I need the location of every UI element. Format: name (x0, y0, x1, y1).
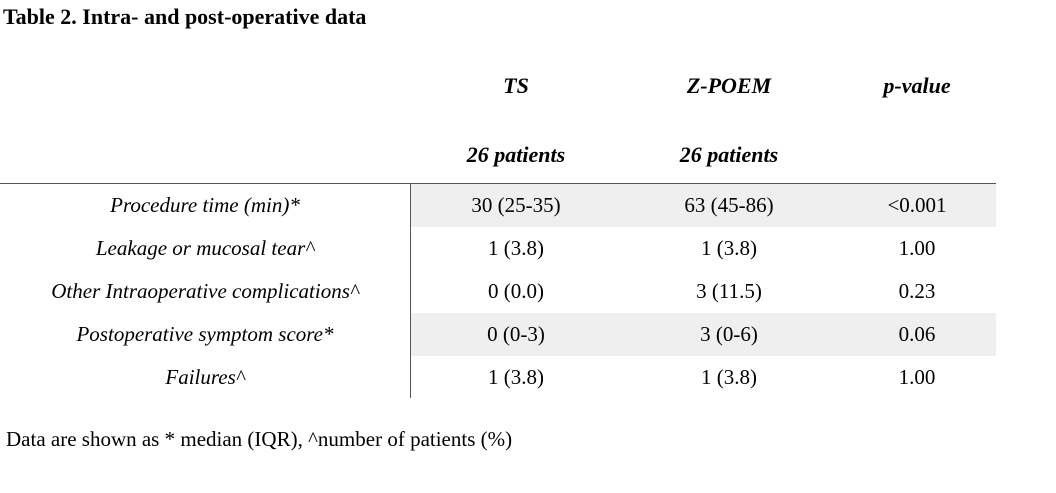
cell-zpoem: 1 (3.8) (701, 365, 757, 389)
cell-ts: 0 (0-3) (487, 322, 545, 346)
column-count-ts: 26 patients (466, 142, 566, 167)
cell-zpoem: 1 (3.8) (701, 236, 757, 260)
cell-zpoem: 3 (11.5) (696, 279, 762, 303)
table-row: Leakage or mucosal tear^ 1 (3.8) 1 (3.8)… (0, 227, 996, 270)
table-row: Postoperative symptom score* 0 (0-3) 3 (… (0, 313, 996, 356)
row-label: Postoperative symptom score* (76, 322, 334, 346)
column-count-zpoem: 26 patients (679, 142, 779, 167)
table-title: Table 2. Intra- and post-operative data (3, 4, 367, 29)
cell-pvalue: 1.00 (898, 236, 936, 260)
cell-pvalue: <0.001 (887, 193, 947, 217)
cell-ts: 0 (0.0) (488, 279, 544, 303)
row-label: Failures^ (165, 365, 245, 389)
cell-zpoem: 63 (45-86) (684, 193, 774, 217)
cell-pvalue: 0.06 (898, 322, 936, 346)
table-footnote: Data are shown as * median (IQR), ^numbe… (6, 427, 513, 451)
row-background (411, 313, 996, 356)
table-row: Other Intraoperative complications^ 0 (0… (0, 270, 996, 313)
cell-ts: 1 (3.8) (488, 365, 544, 389)
row-label: Leakage or mucosal tear^ (95, 236, 315, 260)
cell-pvalue: 0.23 (898, 279, 936, 303)
table-row: Procedure time (min)* 30 (25-35) 63 (45-… (0, 184, 996, 227)
column-divider (410, 183, 411, 398)
cell-zpoem: 3 (0-6) (700, 322, 758, 346)
cell-pvalue: 1.00 (898, 365, 936, 389)
cell-ts: 30 (25-35) (471, 193, 561, 217)
column-header-pvalue: p-value (883, 73, 951, 98)
row-label: Procedure time (min)* (110, 193, 300, 217)
row-label: Other Intraoperative complications^ (51, 279, 359, 303)
column-header-ts: TS (503, 73, 529, 98)
table-row: Failures^ 1 (3.8) 1 (3.8) 1.00 (0, 356, 996, 399)
row-background (411, 184, 996, 227)
header-rule (0, 183, 996, 184)
cell-ts: 1 (3.8) (488, 236, 544, 260)
column-header-zpoem: Z-POEM (686, 73, 772, 98)
